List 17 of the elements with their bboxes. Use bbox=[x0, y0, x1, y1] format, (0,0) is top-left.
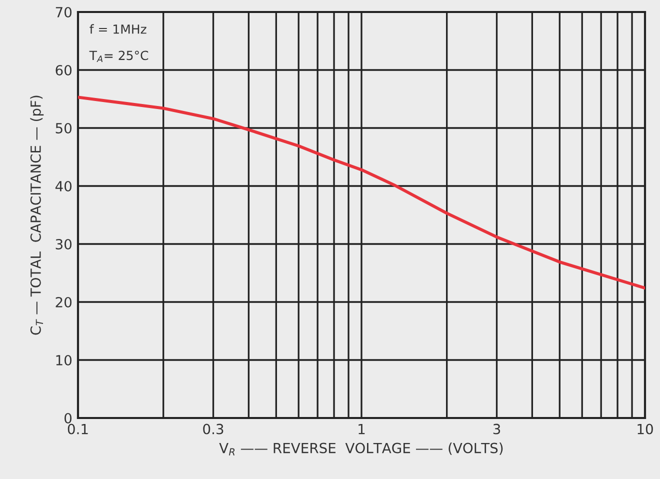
y-tick-label: 20 bbox=[56, 296, 72, 308]
y-axis-title: C$_{T}$ — TOTAL CAPACITANCE — (pF) bbox=[30, 96, 44, 335]
annotation: f = 1MHz bbox=[90, 24, 146, 34]
y-tick-label: 40 bbox=[55, 180, 72, 192]
y-tick-label: 30 bbox=[56, 238, 72, 250]
y-tick-label: 50 bbox=[56, 122, 72, 134]
x-tick-label: 3 bbox=[493, 424, 500, 434]
y-tick-label: 60 bbox=[56, 64, 72, 76]
x-axis-title: V$_{R}$ —— REVERSE VOLTAGE —— (VOLTS) bbox=[219, 442, 503, 456]
y-tick-label: 0 bbox=[64, 412, 72, 424]
x-tick-label: 0.1 bbox=[68, 424, 88, 434]
x-tick-label: 0.3 bbox=[203, 424, 224, 434]
annotation: T$_{A}$= 25°C bbox=[89, 50, 148, 62]
y-tick-label: 70 bbox=[56, 6, 72, 18]
x-tick-label: 1 bbox=[358, 424, 365, 434]
x-tick-label: 10 bbox=[638, 424, 653, 434]
y-tick-label: 10 bbox=[56, 354, 72, 366]
